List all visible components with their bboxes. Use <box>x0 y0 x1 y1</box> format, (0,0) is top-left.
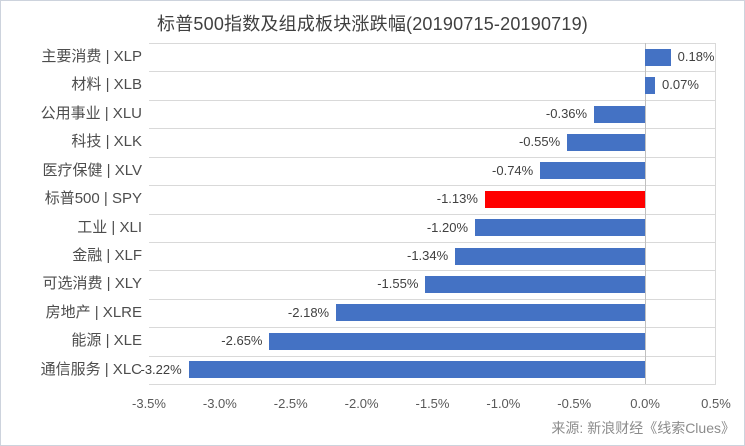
x-tick-label: -1.0% <box>486 396 521 411</box>
value-label: -1.20% <box>426 219 469 235</box>
gridline-horizontal <box>149 185 716 187</box>
bar <box>567 133 646 151</box>
bar <box>336 304 646 322</box>
category-label: 科技 | XLK <box>71 133 142 151</box>
value-label: -0.55% <box>518 134 561 150</box>
value-label: -2.65% <box>221 333 263 349</box>
x-tick-label: -3.5% <box>132 396 166 411</box>
x-tick-label: -3.0% <box>202 396 237 411</box>
value-label: -1.34% <box>406 247 449 263</box>
bar-highlighted <box>484 190 646 208</box>
gridline-horizontal <box>149 71 716 73</box>
value-label: 0.07% <box>662 77 699 93</box>
category-label: 通信服务 | XLC <box>40 360 142 378</box>
bar <box>188 361 646 379</box>
gridline-horizontal <box>149 156 716 158</box>
category-label: 公用事业 | XLU <box>40 104 142 122</box>
plot-area: 主要消费 | XLP 0.18% 材料 | XLB 0.07% 公用事业 | XLU -0… <box>41 43 731 411</box>
category-label: 工业 | XLI <box>77 218 142 236</box>
category-label: 金融 | XLF <box>72 246 142 264</box>
value-label: -0.36% <box>545 105 588 121</box>
category-label: 主要消费 | XLP <box>41 48 142 65</box>
x-tick-label: 0.0% <box>630 396 660 411</box>
gridline-horizontal <box>149 298 716 300</box>
bar <box>475 219 646 237</box>
bar <box>425 276 646 294</box>
value-label: -3.22% <box>140 361 182 377</box>
category-label: 能源 | XLE <box>71 332 142 350</box>
value-label: -1.13% <box>436 191 478 207</box>
source-note: 来源: 新浪财经《线索Clues》 <box>551 420 735 436</box>
value-label: -0.74% <box>492 162 534 178</box>
zero-axis-line <box>645 43 647 384</box>
x-tick-label: -2.0% <box>344 396 379 411</box>
gridline-horizontal <box>149 384 716 385</box>
bar <box>540 162 646 180</box>
bar <box>455 247 646 265</box>
gridline-horizontal <box>149 327 716 329</box>
x-tick-label: -0.5% <box>557 396 592 411</box>
x-tick-label: -1.5% <box>415 396 450 411</box>
plot-right-border <box>715 43 716 384</box>
bar <box>645 48 671 66</box>
bar <box>645 77 656 95</box>
value-label: -1.55% <box>377 276 419 292</box>
value-label: 0.18% <box>677 49 715 64</box>
gridline-horizontal <box>149 43 716 44</box>
value-label: -2.18% <box>287 304 330 320</box>
category-label: 房地产 | XLRE <box>45 303 142 321</box>
category-label: 材料 | XLB <box>71 76 142 94</box>
bar <box>269 332 646 350</box>
gridline-horizontal <box>149 99 716 101</box>
category-label: 标普500 | SPY <box>44 190 142 208</box>
gridline-horizontal <box>149 241 716 243</box>
category-label: 医疗保健 | XLV <box>42 161 142 179</box>
gridline-horizontal <box>149 270 716 272</box>
gridline-horizontal <box>149 355 716 357</box>
gridline-horizontal <box>149 213 716 215</box>
chart-title: 标普500指数及组成板块涨跌幅(20190715-20190719) <box>157 14 588 34</box>
category-label: 可选消费 | XLY <box>42 275 142 293</box>
x-tick-label: -2.5% <box>273 396 308 411</box>
x-tick-label: 0.5% <box>701 396 731 411</box>
gridline-horizontal <box>149 128 716 130</box>
bar <box>594 105 646 123</box>
